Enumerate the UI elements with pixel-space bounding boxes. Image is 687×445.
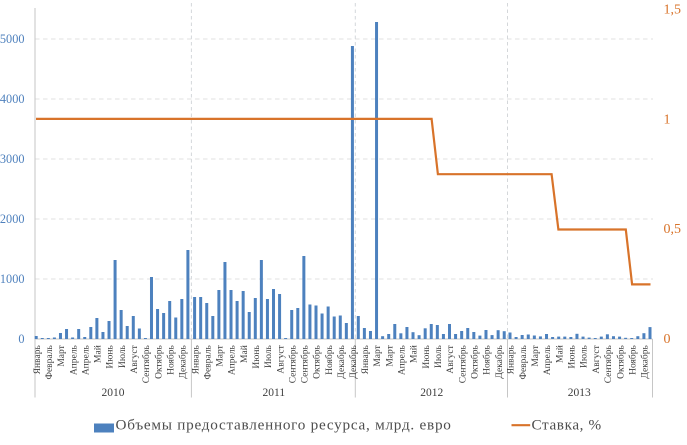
svg-text:Июнь: Июнь — [568, 345, 578, 369]
svg-text:Декабрь: Декабрь — [494, 345, 505, 379]
svg-text:Январь: Январь — [361, 345, 371, 375]
svg-text:Март: Март — [385, 344, 395, 366]
svg-text:Октябрь: Октябрь — [615, 345, 626, 379]
svg-text:Март: Март — [57, 344, 67, 366]
svg-text:1000: 1000 — [0, 272, 25, 286]
svg-text:Август: Август — [592, 344, 602, 373]
svg-text:Апрель: Апрель — [228, 345, 238, 376]
svg-text:3000: 3000 — [0, 152, 25, 166]
svg-text:Объемы предоставленного ресурс: Объемы предоставленного ресурса, млрд. е… — [116, 417, 452, 434]
svg-text:Март: Март — [531, 344, 541, 366]
svg-text:Июнь: Июнь — [106, 345, 116, 369]
svg-text:1,5: 1,5 — [664, 3, 682, 18]
svg-text:Июль: Июль — [264, 345, 274, 368]
svg-text:Февраль: Февраль — [203, 345, 213, 380]
svg-text:Август: Август — [446, 344, 456, 373]
svg-text:Апрель: Апрель — [398, 345, 408, 376]
svg-text:Июнь: Июнь — [422, 345, 432, 369]
svg-text:5000: 5000 — [0, 32, 25, 46]
svg-text:Январь: Январь — [507, 345, 517, 375]
svg-text:Сентябрь: Сентябрь — [287, 345, 298, 384]
svg-text:Май: Май — [239, 345, 250, 363]
svg-text:2012: 2012 — [420, 387, 443, 399]
svg-text:Декабрь: Декабрь — [348, 345, 359, 379]
svg-text:Март: Март — [216, 344, 226, 366]
svg-text:1: 1 — [664, 112, 671, 127]
svg-text:Июль: Июль — [580, 345, 590, 368]
svg-text:Март: Март — [373, 344, 383, 366]
svg-text:Декабрь: Декабрь — [178, 345, 189, 379]
svg-text:Июль: Июль — [434, 345, 444, 368]
svg-text:Октябрь: Октябрь — [470, 345, 481, 379]
svg-text:Апрель: Апрель — [81, 345, 91, 376]
svg-text:0: 0 — [664, 332, 671, 347]
svg-text:Февраль: Февраль — [519, 345, 529, 380]
svg-text:Январь: Январь — [191, 345, 201, 375]
svg-text:2013: 2013 — [568, 387, 591, 399]
svg-text:Май: Май — [554, 345, 565, 363]
svg-text:Январь: Январь — [33, 345, 43, 375]
svg-text:Ноябрь: Ноябрь — [627, 345, 638, 375]
svg-text:2011: 2011 — [263, 387, 286, 399]
svg-text:Апрель: Апрель — [69, 345, 79, 376]
svg-text:Сентябрь: Сентябрь — [457, 345, 468, 384]
svg-text:Октябрь: Октябрь — [312, 345, 323, 379]
svg-text:4000: 4000 — [0, 92, 25, 106]
svg-text:Февраль: Февраль — [45, 345, 55, 380]
svg-text:Ставка, %: Ставка, % — [532, 417, 602, 434]
svg-text:0: 0 — [18, 332, 24, 346]
svg-text:0,5: 0,5 — [664, 222, 682, 237]
svg-text:Май: Май — [93, 345, 104, 363]
svg-text:2010: 2010 — [102, 387, 125, 399]
svg-text:Октябрь: Октябрь — [153, 345, 164, 379]
svg-text:Август: Август — [130, 344, 140, 373]
svg-text:Июнь: Июнь — [252, 345, 262, 369]
svg-text:Сентябрь: Сентябрь — [300, 345, 311, 384]
svg-text:Декабрь: Декабрь — [640, 345, 651, 379]
svg-text:Сентябрь: Сентябрь — [603, 345, 614, 384]
svg-text:Апрель: Апрель — [543, 345, 553, 376]
svg-text:Сентябрь: Сентябрь — [141, 345, 152, 384]
svg-text:Ноябрь: Ноябрь — [165, 345, 176, 375]
svg-text:Ноябрь: Ноябрь — [324, 345, 335, 375]
svg-text:Август: Август — [276, 344, 286, 373]
svg-text:2000: 2000 — [0, 212, 25, 226]
svg-text:Май: Май — [409, 345, 420, 363]
svg-text:Ноябрь: Ноябрь — [482, 345, 493, 375]
svg-text:Декабрь: Декабрь — [336, 345, 347, 379]
svg-text:Июль: Июль — [118, 345, 128, 368]
